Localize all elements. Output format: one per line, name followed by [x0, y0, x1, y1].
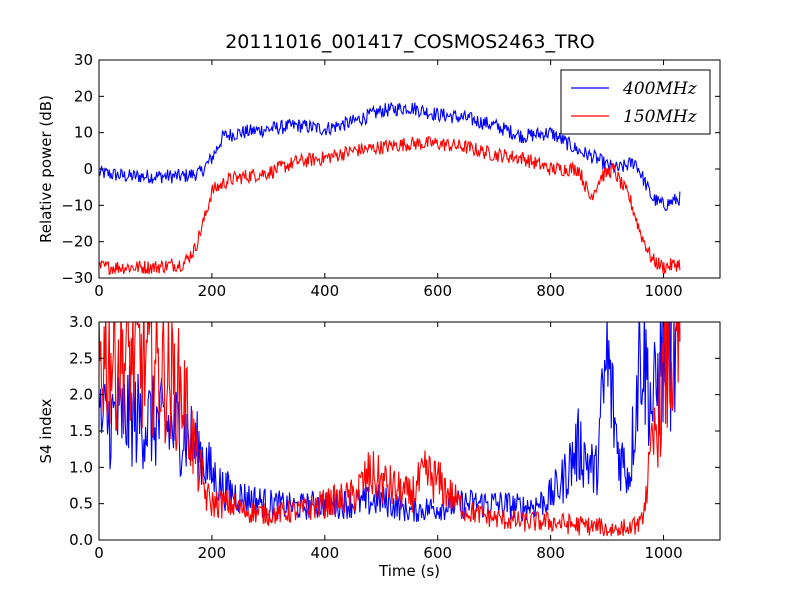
top-xtick-label: 400: [310, 282, 339, 300]
legend-label-150MHz: 150MHz: [623, 107, 698, 127]
top-xtick-label: 200: [198, 282, 227, 300]
bottom-xtick-label: 800: [536, 544, 565, 562]
top-ylabel: Relative power (dB): [37, 95, 55, 243]
bottom-xtick-label: 200: [198, 544, 227, 562]
bottom-line-150MHz: [99, 322, 681, 537]
bottom-xtick-label: 0: [94, 544, 104, 562]
bottom-xtick-label: 400: [310, 544, 339, 562]
top-ytick-label: −30: [61, 269, 93, 287]
top-panel: 0 200 400 600 800 1000 −30 −20 −10 0 10 20 30 Relativ…: [37, 51, 721, 300]
bottom-panel: 0 200 400 600 800 1000 0.0 0.5 1.0 1.5 2.0 2.5 3.0 S4…: [37, 313, 721, 580]
bottom-ytick-label: 0.5: [69, 495, 93, 513]
bottom-ylabel: S4 index: [37, 398, 55, 463]
top-xtick-label: 0: [94, 282, 104, 300]
legend-label-400MHz: 400MHz: [622, 79, 698, 99]
top-xtick-label: 600: [423, 282, 452, 300]
top-xtick-label: 800: [536, 282, 565, 300]
bottom-xtick-label: 1000: [644, 544, 682, 562]
top-ytick-label: −20: [61, 233, 93, 251]
bottom-ytick-label: 2.5: [69, 349, 93, 367]
top-ytick-label: 0: [83, 160, 93, 178]
top-ytick-label: 30: [74, 51, 93, 69]
figure-title: 20111016_001417_COSMOS2463_TRO: [225, 31, 595, 53]
bottom-series-group: [99, 322, 681, 537]
bottom-ytick-label: 0.0: [69, 531, 93, 549]
top-ytick-label: −10: [61, 196, 93, 214]
top-line-150MHz: [99, 135, 681, 275]
top-ytick-label: 20: [74, 87, 93, 105]
bottom-ytick-label: 2.0: [69, 386, 93, 404]
top-ytick-label: 10: [74, 124, 93, 142]
bottom-ytick-label: 1.5: [69, 422, 93, 440]
bottom-xlabel: Time (s): [378, 562, 440, 580]
top-series-group: [99, 102, 681, 275]
bottom-ytick-label: 1.0: [69, 458, 93, 476]
bottom-ytick-label: 3.0: [69, 313, 93, 331]
legend-box: [560, 69, 711, 135]
bottom-xtick-label: 600: [423, 544, 452, 562]
top-xtick-label: 1000: [644, 282, 682, 300]
top-line-400MHz: [99, 102, 681, 212]
